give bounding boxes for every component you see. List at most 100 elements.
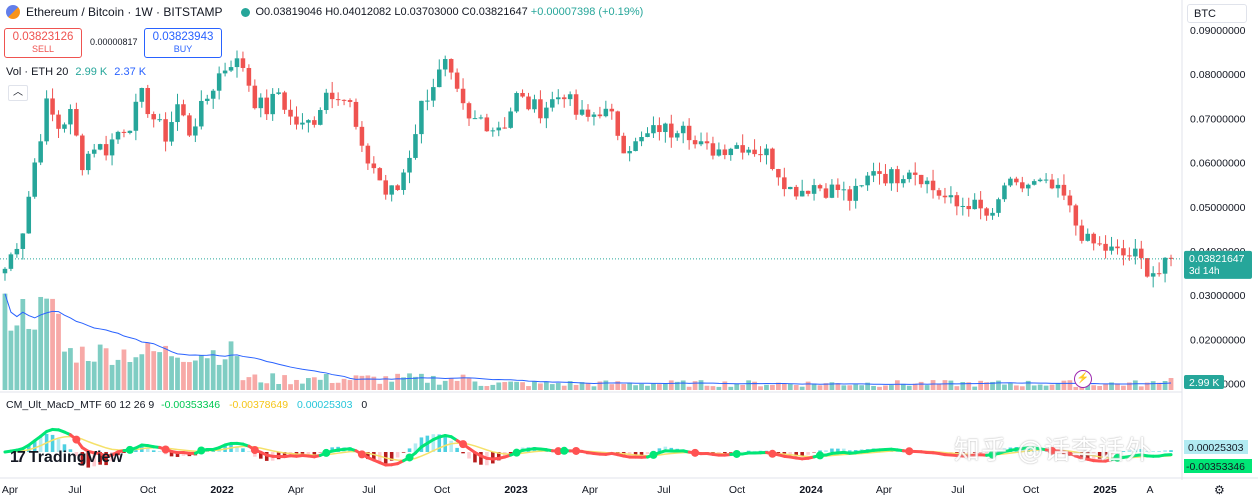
candle-body (329, 92, 335, 100)
volume-bar (264, 383, 270, 390)
candle-body (865, 175, 870, 186)
volume-bar (841, 385, 847, 390)
volume-legend[interactable]: Vol · ETH 20 2.99 K 2.37 K (6, 66, 146, 78)
symbol-title[interactable]: Ethereum / Bitcoin · 1W · BITSTAMP (26, 5, 223, 19)
volume-bar (91, 361, 97, 390)
macd-cross-dot (560, 446, 569, 455)
time-axis-label: Jul (68, 484, 81, 496)
volume-bar (294, 379, 299, 390)
volume-bar (924, 385, 930, 390)
time-axis-label: Oct (729, 484, 745, 496)
candle-body (50, 98, 55, 115)
candle-body (1103, 243, 1108, 251)
candle-body (151, 114, 156, 120)
candle-body (520, 93, 525, 97)
candle-body (883, 173, 888, 184)
volume-bar (163, 345, 168, 390)
candle-body (407, 157, 412, 173)
volume-bar (1055, 383, 1061, 390)
close-value: C0.03821647 (461, 6, 528, 18)
volume-bar (1025, 380, 1031, 390)
candle-body (496, 127, 502, 131)
lightning-icon[interactable]: ⚡ (1074, 370, 1092, 388)
candle-body (704, 141, 710, 144)
volume-bar (157, 352, 163, 390)
volume-bar (276, 384, 282, 390)
gear-icon[interactable]: ⚙ (1214, 483, 1225, 497)
volume-bar (597, 381, 603, 390)
volume-bar (442, 380, 448, 390)
candle-body (609, 108, 615, 112)
volume-bar (353, 375, 359, 390)
volume-ma-line (4, 293, 1172, 385)
candle-body (1115, 246, 1120, 249)
volume-bar (85, 360, 91, 390)
candle-body (121, 131, 127, 133)
candle-body (758, 154, 763, 156)
candle-body (62, 124, 67, 129)
volume-bar (591, 386, 597, 390)
volume-bar (609, 384, 615, 390)
volume-bar (567, 381, 573, 390)
volume-badge (1184, 375, 1224, 389)
candle-body (1049, 179, 1055, 189)
candle-body (793, 186, 799, 197)
volume-bar (793, 385, 799, 390)
buy-label: BUY (173, 44, 193, 54)
candle-body (377, 168, 383, 181)
candle-body (8, 254, 14, 269)
candle-body (1020, 182, 1025, 189)
volume-bar (109, 364, 115, 390)
price-tick-label: 0.06000000 (1190, 158, 1246, 170)
tradingview-logo[interactable]: 17 TradingView (10, 449, 123, 467)
volume-bar (651, 383, 656, 390)
chevron-up-icon[interactable]: ︿ (8, 85, 28, 101)
candle-body (80, 135, 85, 171)
volume-bar (401, 377, 406, 390)
candle-body (1085, 233, 1090, 241)
volume-bar (1132, 380, 1138, 390)
candle-body (353, 101, 359, 127)
volume-bar (918, 381, 924, 390)
currency-select[interactable]: BTC (1187, 4, 1247, 23)
volume-bar (722, 381, 728, 390)
volume-bar (520, 382, 525, 390)
time-axis-label: Apr (2, 484, 19, 496)
candle-body (103, 144, 109, 156)
volume-bar (859, 385, 865, 390)
volume-bar (383, 376, 389, 390)
candle-body (603, 108, 609, 117)
candle-body (425, 100, 430, 102)
candle-body (1133, 248, 1138, 257)
time-axis-label: Oct (1023, 484, 1039, 496)
volume-bar (1049, 384, 1055, 390)
candle-body (669, 123, 674, 138)
volume-bar (930, 380, 936, 390)
volume-bar (728, 386, 734, 390)
time-axis-label: Jul (362, 484, 375, 496)
sell-button[interactable]: 0.03823126 SELL (4, 28, 82, 58)
macd-hist-value: 0.00025303 (296, 399, 353, 411)
macd-legend[interactable]: CM_Ult_MacD_MTF 60 12 26 9 -0.00353346 -… (6, 399, 367, 411)
volume-bar (526, 386, 531, 390)
volume-bar (187, 362, 192, 390)
candle-body (627, 151, 632, 154)
candle-body (74, 109, 79, 136)
volume-bar (341, 378, 347, 390)
candle-body (752, 149, 757, 155)
volume-bar (1162, 381, 1168, 390)
macd-cross-dot (1048, 446, 1057, 455)
macd-cross-dot (512, 448, 521, 457)
sell-label: SELL (31, 44, 55, 54)
candle-body (389, 185, 394, 195)
candle-body (1121, 248, 1126, 256)
candle-body (734, 145, 739, 149)
volume-bar (73, 362, 79, 390)
candle-body (1031, 181, 1037, 185)
candle-body (252, 85, 258, 109)
candle-body (1168, 257, 1174, 259)
candle-body (1079, 225, 1085, 241)
buy-button[interactable]: 0.03823943 BUY (144, 28, 222, 58)
candle-body (924, 180, 930, 185)
volume-bar (805, 381, 811, 390)
